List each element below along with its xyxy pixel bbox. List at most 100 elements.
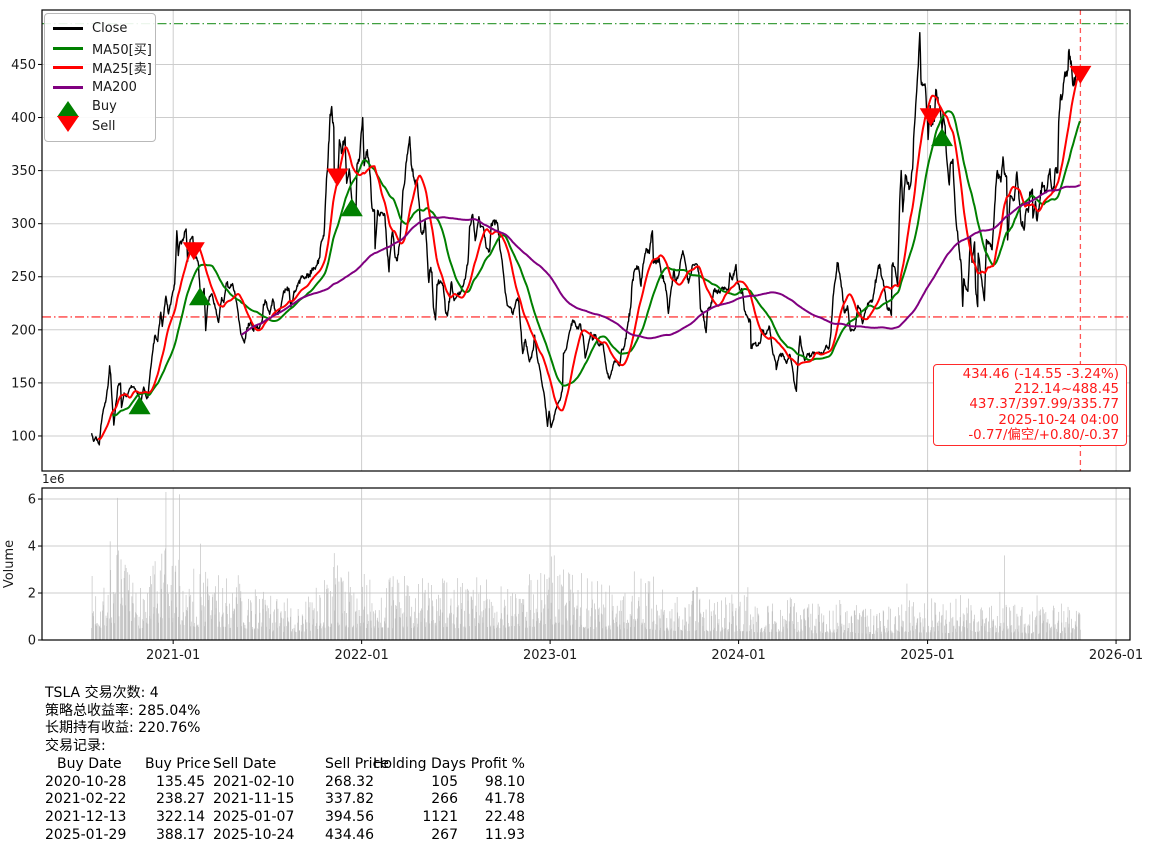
sell-marker — [919, 108, 942, 127]
legend-item-close: Close — [52, 19, 148, 39]
buy-marker — [189, 287, 211, 306]
legend-item-buy: Buy — [52, 97, 148, 117]
trade-cell: 434.46 — [325, 826, 374, 843]
trade-row: 2020-10-28 135.45 2021-02-10 268.32 105 98.10 — [45, 774, 525, 792]
legend-label: Buy — [92, 99, 117, 115]
price-tick-label: 400 — [11, 111, 36, 126]
trade-cell: 41.78 — [484, 791, 525, 808]
annotation-box: 434.46 (-14.55 -3.24%) 212.14~488.45 437… — [933, 364, 1127, 447]
trade-row: 2021-12-13 322.14 2025-01-07 394.56 1121 22.4… — [45, 809, 525, 827]
buy-triangle-icon — [57, 100, 79, 117]
trade-cell: 2021-11-15 — [213, 791, 295, 808]
legend-line-sample — [53, 27, 83, 31]
volume-panel-border — [41, 487, 1131, 641]
ma25-line — [97, 73, 1081, 441]
trade-cell: 1121 — [422, 808, 458, 825]
trade-cell: 394.56 — [325, 808, 374, 825]
col-buy-price: Buy Price — [145, 755, 211, 772]
trade-cell: 322.14 — [156, 808, 205, 825]
axes: 2021-01 2022-01 2023-01 2024-01 2025-01 2026-… — [2, 9, 1143, 663]
annotation-line-price: 434.46 (-14.55 -3.24%) — [962, 367, 1119, 382]
legend-label: Close — [92, 21, 128, 37]
annotation-line-date: 2025-10-24 04:00 — [998, 412, 1119, 428]
trade-cell: 105 — [431, 773, 458, 790]
annotation-line-signal: -0.77/偏空/+0.80/-0.37 — [968, 427, 1119, 443]
close-line — [90, 32, 1082, 446]
x-tick-label: 2025-01 — [900, 648, 954, 663]
trade-cell: 2020-10-28 — [45, 773, 127, 790]
volume-offset-label: 1e6 — [42, 472, 65, 486]
col-sell-price: Sell Price — [325, 755, 389, 772]
legend-item-ma50: MA50[买] — [52, 39, 152, 59]
reference-lines — [42, 10, 1130, 471]
annotation-line-range: 212.14~488.45 — [1014, 382, 1119, 398]
price-volume-chart: 2021-01 2022-01 2023-01 2024-01 2025-01 2026-… — [2, 9, 1143, 663]
strategy-summary: TSLA 交易次数: 4 策略总收益率: 285.04% 长期持有收益: 220… — [45, 685, 525, 844]
trade-cell: 98.10 — [484, 773, 525, 790]
x-tick-label: 2021-01 — [146, 648, 200, 663]
x-tick-label: 2024-01 — [711, 648, 765, 663]
trade-cell: 11.93 — [484, 826, 525, 843]
volume-tick-label: 4 — [28, 540, 36, 555]
price-panel-border — [41, 9, 1131, 472]
buy-marker — [931, 128, 953, 147]
sell-marker — [1069, 65, 1092, 84]
legend-label: MA50[买] — [92, 42, 152, 58]
x-tick-label: 2023-01 — [523, 648, 577, 663]
trade-cell: 267 — [431, 826, 458, 843]
trade-cell: 268.32 — [325, 773, 374, 790]
sell-triangle-icon — [57, 116, 79, 133]
col-holding-days: Holding Days — [373, 755, 466, 772]
trade-cell: 337.82 — [325, 791, 374, 808]
price-tick-label: 250 — [11, 270, 36, 285]
buy-marker — [340, 198, 363, 217]
x-tick-label: 2022-01 — [334, 648, 388, 663]
legend-label: MA25[卖] — [92, 62, 152, 78]
trade-cell: 2025-01-29 — [45, 826, 127, 843]
legend-item-sell: Sell — [52, 116, 148, 137]
trade-cell: 266 — [431, 791, 458, 808]
price-tick-label: 100 — [11, 429, 36, 444]
price-tick-label: 300 — [11, 217, 36, 232]
legend-item-ma200: MA200 — [52, 78, 148, 98]
summary-trade-count: TSLA 交易次数: 4 — [45, 685, 159, 701]
volume-tick-label: 0 — [28, 634, 36, 649]
trade-cell: 22.48 — [484, 808, 525, 825]
trade-cell: 2025-10-24 — [213, 826, 295, 843]
ma200-line — [240, 184, 1081, 340]
trade-cell: 2021-02-22 — [45, 791, 127, 808]
trade-row: 2025-01-29 388.17 2025-10-24 434.46 267 11.93 — [45, 827, 525, 845]
summary-records-title: 交易记录: — [45, 738, 106, 755]
trade-row: 2021-02-22 238.27 2021-11-15 337.82 266 41.78 — [45, 791, 525, 809]
price-series — [90, 32, 1082, 446]
ma50-line — [112, 110, 1081, 417]
volume-tick-label: 6 — [28, 493, 36, 508]
sell-marker — [326, 168, 349, 187]
col-profit: Profit % — [470, 755, 525, 772]
volume-tick-label: 2 — [28, 587, 36, 602]
volume-bars — [91, 492, 1081, 640]
x-tick-label: 2026-01 — [1089, 648, 1143, 663]
trade-cell: 2021-02-10 — [213, 773, 295, 790]
trade-cell: 2025-01-07 — [213, 808, 295, 825]
legend-line-sample — [53, 46, 83, 50]
trade-markers — [128, 65, 1092, 415]
trade-table: Buy Date Buy Price Sell Date Sell Price … — [45, 756, 525, 845]
trade-cell: 238.27 — [156, 791, 205, 808]
col-sell-date: Sell Date — [213, 755, 277, 772]
legend: Close MA50[买] MA25[卖] MA200 Buy Sell — [44, 13, 156, 142]
volume-axis-label: Volume — [2, 540, 17, 588]
price-tick-label: 450 — [11, 58, 36, 73]
price-tick-label: 350 — [11, 164, 36, 179]
legend-line-sample — [53, 85, 83, 89]
price-tick-label: 150 — [11, 376, 36, 391]
buy-marker — [128, 396, 151, 415]
annotation-line-mas: 437.37/397.99/335.77 — [969, 397, 1119, 413]
trade-cell: 388.17 — [156, 826, 205, 843]
legend-label: Sell — [92, 118, 116, 134]
price-tick-label: 200 — [11, 323, 36, 338]
legend-label: MA200 — [92, 79, 137, 95]
col-buy-date: Buy Date — [57, 755, 122, 772]
summary-holding-return: 长期持有收益: 220.76% — [45, 720, 201, 737]
